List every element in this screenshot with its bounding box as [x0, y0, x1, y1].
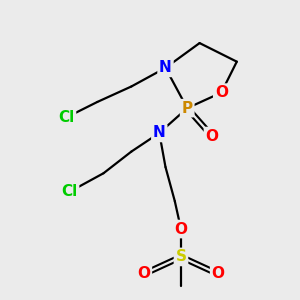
- Text: O: O: [175, 221, 188, 236]
- Text: O: O: [137, 266, 150, 281]
- Text: Cl: Cl: [58, 110, 74, 125]
- Text: O: O: [215, 85, 228, 100]
- Text: N: N: [159, 60, 172, 75]
- Text: O: O: [206, 129, 218, 144]
- Text: P: P: [182, 101, 193, 116]
- Text: S: S: [176, 249, 187, 264]
- Text: O: O: [212, 266, 225, 281]
- Text: N: N: [153, 125, 166, 140]
- Text: Cl: Cl: [61, 184, 77, 199]
